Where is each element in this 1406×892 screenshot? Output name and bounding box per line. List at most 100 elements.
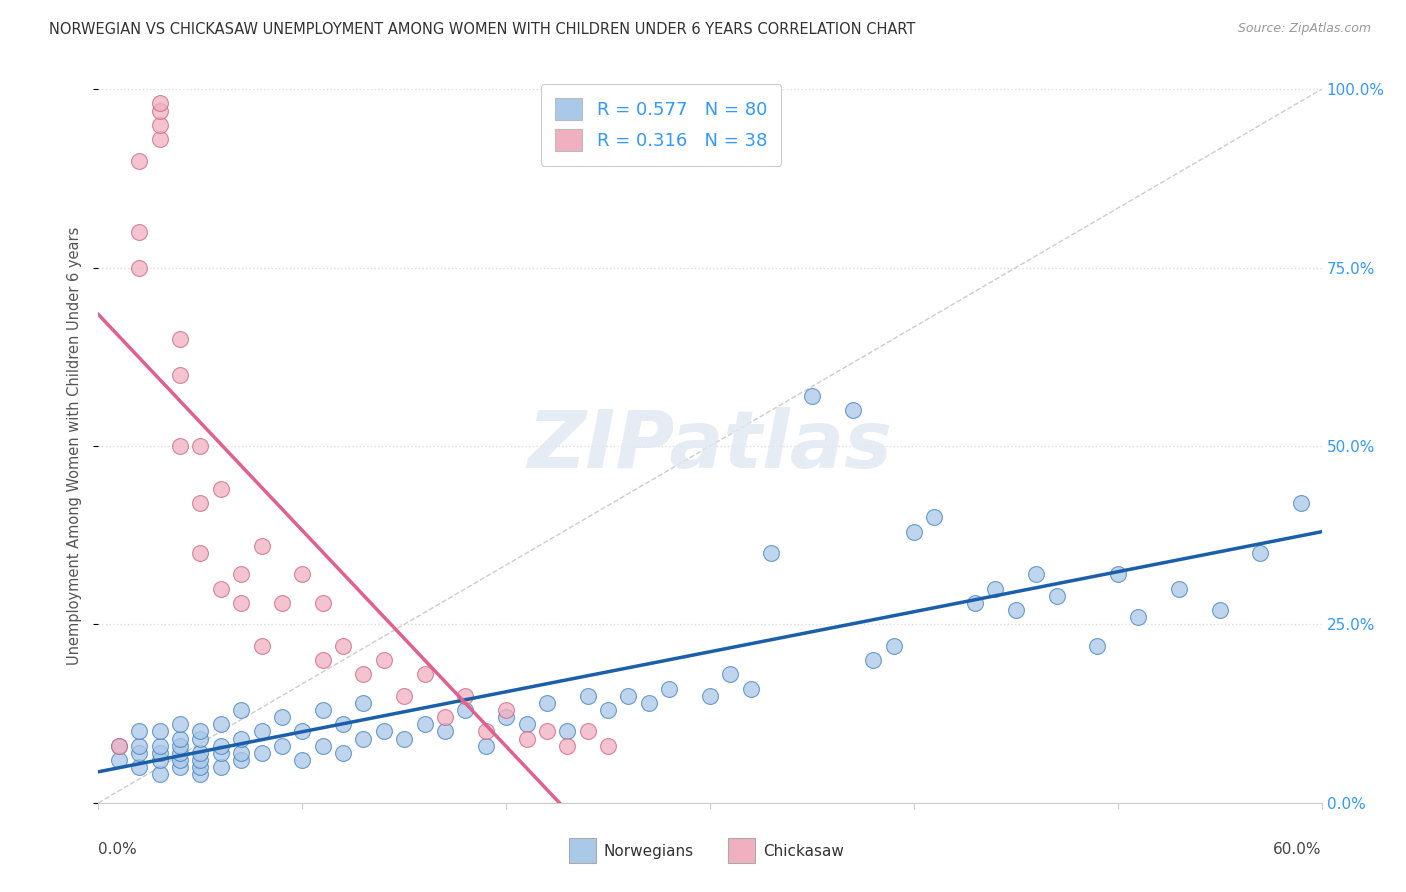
Point: [149, 746, 172, 760]
Point: [188, 746, 212, 760]
Point: [188, 496, 212, 510]
Point: [128, 746, 150, 760]
Point: [312, 703, 335, 717]
Point: [598, 703, 620, 717]
Point: [188, 760, 212, 774]
Point: [312, 653, 335, 667]
Point: [841, 403, 863, 417]
Point: [1004, 603, 1026, 617]
Point: [169, 739, 191, 753]
Point: [231, 596, 253, 610]
Point: [1025, 567, 1047, 582]
Point: [576, 724, 599, 739]
Point: [352, 667, 374, 681]
Point: [270, 596, 294, 610]
Point: [1128, 610, 1150, 624]
Point: [617, 689, 640, 703]
Point: [536, 724, 558, 739]
Point: [495, 710, 517, 724]
Point: [169, 368, 191, 382]
Point: [373, 653, 395, 667]
Point: [536, 696, 558, 710]
Point: [413, 717, 436, 731]
Point: [231, 753, 253, 767]
Point: [250, 724, 273, 739]
Point: [270, 710, 294, 724]
Point: [720, 667, 742, 681]
Point: [903, 524, 925, 539]
Point: [434, 710, 457, 724]
Point: [576, 689, 599, 703]
Point: [231, 746, 253, 760]
Point: [474, 739, 498, 753]
Point: [149, 753, 172, 767]
Point: [862, 653, 884, 667]
Point: [149, 767, 172, 781]
Point: [209, 739, 232, 753]
FancyBboxPatch shape: [728, 838, 755, 863]
Point: [188, 546, 212, 560]
Text: Norwegians: Norwegians: [603, 844, 693, 859]
Point: [169, 760, 191, 774]
Point: [413, 667, 436, 681]
Point: [638, 696, 661, 710]
Point: [169, 753, 191, 767]
Point: [128, 153, 150, 168]
Point: [1085, 639, 1108, 653]
Point: [128, 724, 150, 739]
Point: [1291, 496, 1313, 510]
Point: [108, 753, 131, 767]
Point: [149, 132, 172, 146]
Point: [392, 689, 416, 703]
Point: [516, 731, 538, 746]
FancyBboxPatch shape: [569, 838, 596, 863]
Point: [188, 731, 212, 746]
Point: [108, 739, 131, 753]
Point: [474, 724, 498, 739]
Point: [965, 596, 987, 610]
Point: [454, 689, 477, 703]
Point: [658, 681, 681, 696]
Point: [231, 703, 253, 717]
Point: [454, 703, 477, 717]
Point: [209, 717, 232, 731]
Point: [250, 639, 273, 653]
Point: [598, 739, 620, 753]
Point: [392, 731, 416, 746]
Point: [801, 389, 824, 403]
Point: [231, 567, 253, 582]
Point: [557, 739, 579, 753]
Y-axis label: Unemployment Among Women with Children Under 6 years: Unemployment Among Women with Children U…: [67, 227, 83, 665]
Point: [128, 760, 150, 774]
Point: [1209, 603, 1232, 617]
Point: [1249, 546, 1271, 560]
Point: [291, 753, 314, 767]
Point: [188, 724, 212, 739]
Text: NORWEGIAN VS CHICKASAW UNEMPLOYMENT AMONG WOMEN WITH CHILDREN UNDER 6 YEARS CORR: NORWEGIAN VS CHICKASAW UNEMPLOYMENT AMON…: [49, 22, 915, 37]
Point: [332, 639, 354, 653]
Point: [761, 546, 783, 560]
Legend: R = 0.577   N = 80, R = 0.316   N = 38: R = 0.577 N = 80, R = 0.316 N = 38: [541, 84, 782, 166]
Point: [352, 696, 374, 710]
Point: [128, 260, 150, 275]
Point: [108, 739, 131, 753]
Point: [188, 767, 212, 781]
Point: [984, 582, 1007, 596]
Point: [291, 567, 314, 582]
Text: 0.0%: 0.0%: [98, 842, 138, 857]
Text: Source: ZipAtlas.com: Source: ZipAtlas.com: [1237, 22, 1371, 36]
Text: 60.0%: 60.0%: [1274, 842, 1322, 857]
Point: [332, 717, 354, 731]
Text: ZIPatlas: ZIPatlas: [527, 407, 893, 485]
Point: [1167, 582, 1189, 596]
Point: [231, 731, 253, 746]
Point: [250, 746, 273, 760]
Point: [209, 482, 232, 496]
Point: [128, 739, 150, 753]
Point: [373, 724, 395, 739]
Point: [188, 753, 212, 767]
Point: [1045, 589, 1069, 603]
Point: [209, 746, 232, 760]
Point: [149, 724, 172, 739]
Point: [312, 596, 335, 610]
